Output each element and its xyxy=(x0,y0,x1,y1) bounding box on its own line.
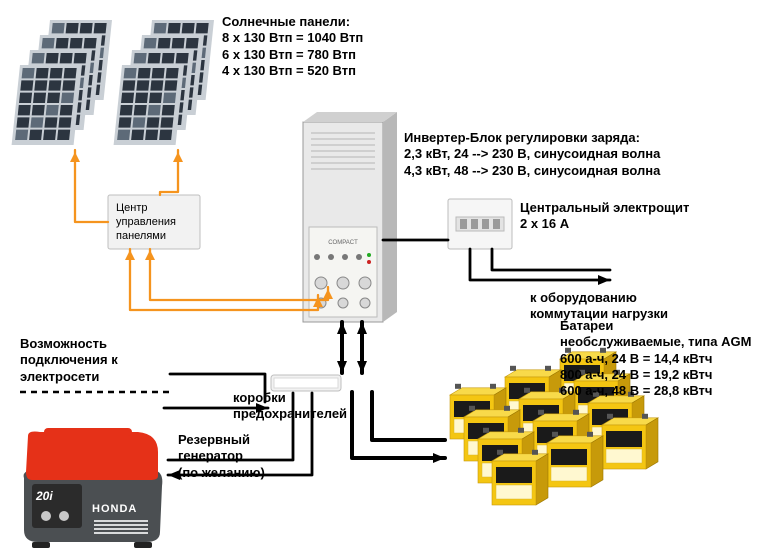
svg-text:20i: 20i xyxy=(35,489,53,503)
text-line: Батареи xyxy=(560,318,751,334)
text-block: Центральный электрощит2 x 16 А xyxy=(520,200,689,233)
text-line: к оборудованию xyxy=(530,290,668,306)
svg-text:управления: управления xyxy=(116,216,176,228)
panel-control-box: Центр управления панелями xyxy=(108,195,200,249)
text-line: подключения к xyxy=(20,352,118,368)
text-line: 6 x 130 Втп = 780 Втп xyxy=(222,47,363,63)
diagram-canvas: Центр управления панелями COMPACT 20i HONDA xyxy=(0,0,763,560)
text-block: Возможностьподключения кэлектросети xyxy=(20,336,118,385)
distribution-panel-icon xyxy=(448,199,512,249)
text-line: 8 x 130 Втп = 1040 Втп xyxy=(222,30,363,46)
text-line: 2 x 16 А xyxy=(520,216,689,232)
text-line: предохранителей xyxy=(233,406,347,422)
svg-text:Центр: Центр xyxy=(116,202,148,214)
svg-text:COMPACT: COMPACT xyxy=(328,240,358,246)
text-line: Инвертер-Блок регулировки заряда: xyxy=(404,130,660,146)
text-line: Возможность xyxy=(20,336,118,352)
battery-icon xyxy=(602,414,658,469)
text-block: коробкипредохранителей xyxy=(233,390,347,423)
svg-text:панелями: панелями xyxy=(116,230,166,242)
text-line: коробки xyxy=(233,390,347,406)
text-line: электросети xyxy=(20,369,118,385)
solar-panel xyxy=(12,65,82,145)
generator-icon: 20i HONDA xyxy=(24,428,163,548)
text-block: Резервныйгенератор(по желанию) xyxy=(178,432,265,481)
inverter-icon: COMPACT xyxy=(303,112,397,322)
text-line: (по желанию) xyxy=(178,465,265,481)
text-line: 600 а-ч, 24 В = 14,4 кВтч xyxy=(560,351,751,367)
battery-icon xyxy=(547,432,603,487)
text-block: Инвертер-Блок регулировки заряда:2,3 кВт… xyxy=(404,130,660,179)
text-block: Батареинеобслуживаемые, типа AGM600 а-ч,… xyxy=(560,318,751,399)
text-line: Солнечные панели: xyxy=(222,14,363,30)
text-block: Солнечные панели:8 x 130 Втп = 1040 Втп6… xyxy=(222,14,363,79)
text-line: 600 а-ч, 48 В = 28,8 кВтч xyxy=(560,383,751,399)
text-line: 4 x 130 Втп = 520 Втп xyxy=(222,63,363,79)
text-line: Центральный электрощит xyxy=(520,200,689,216)
text-line: генератор xyxy=(178,448,265,464)
text-line: 800 а-ч, 24 В = 19,2 кВтч xyxy=(560,367,751,383)
svg-text:HONDA: HONDA xyxy=(92,503,137,515)
text-line: 4,3 кВт, 48 --> 230 В, синусоидная волна xyxy=(404,163,660,179)
text-line: Резервный xyxy=(178,432,265,448)
text-line: 2,3 кВт, 24 --> 230 В, синусоидная волна xyxy=(404,146,660,162)
text-line: необслуживаемые, типа AGM xyxy=(560,334,751,350)
solar-panel xyxy=(114,65,184,145)
battery-icon xyxy=(492,450,548,505)
fuse-box-icon xyxy=(271,375,341,391)
